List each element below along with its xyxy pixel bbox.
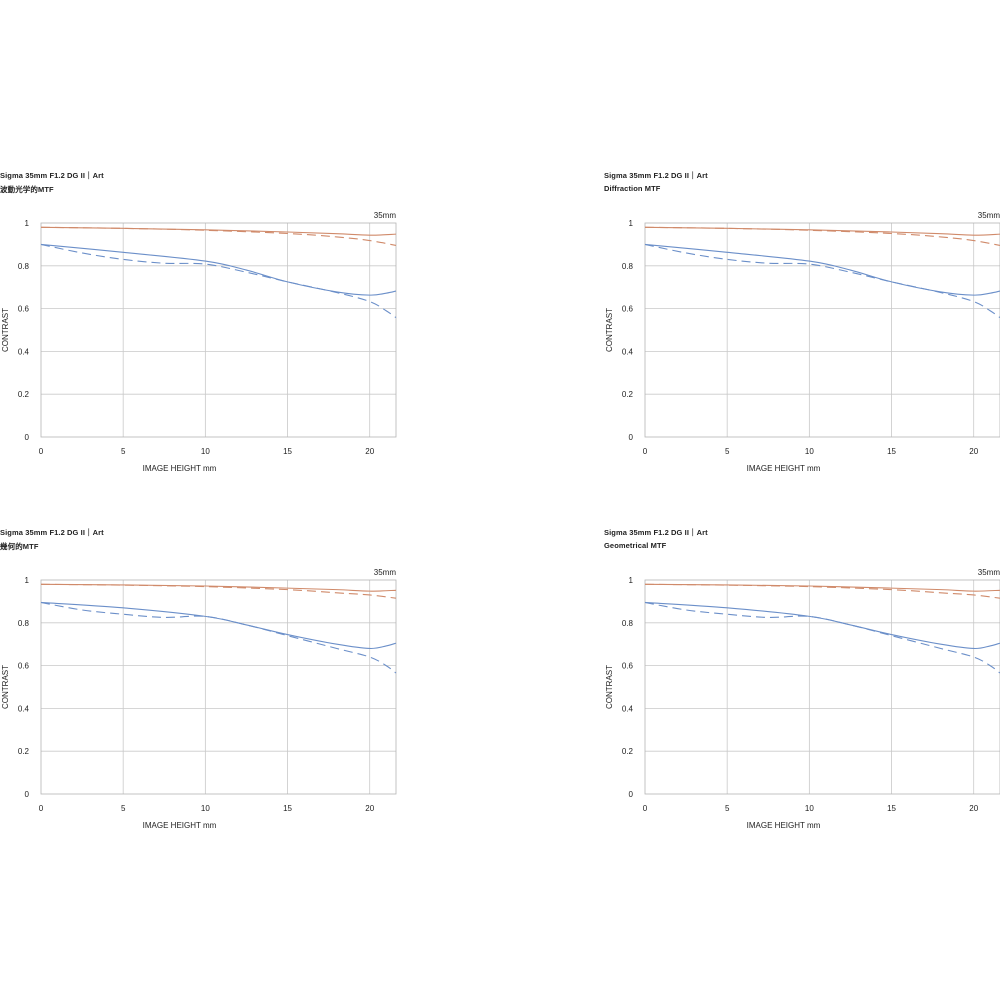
- series-line-3: [40, 243, 397, 319]
- y-tick-label: 0: [629, 433, 634, 442]
- y-tick-label: 0.4: [18, 704, 30, 713]
- chart-subtitle: 波動光学的MTF: [0, 185, 54, 194]
- y-tick-label: 0.8: [622, 262, 634, 271]
- y-tick-label: 0: [629, 790, 634, 799]
- focal-length-label: 35mm: [978, 211, 1000, 220]
- series-line-1: [40, 226, 397, 247]
- y-tick-label: 0.6: [18, 662, 30, 671]
- y-tick-label: 0: [25, 433, 30, 442]
- y-tick-label: 0.4: [18, 347, 30, 356]
- x-tick-label: 15: [283, 804, 292, 813]
- grid: [645, 223, 1000, 437]
- y-axis-label: CONTRAST: [605, 665, 614, 709]
- grid: [41, 223, 396, 437]
- y-tick-label: 0.8: [18, 262, 30, 271]
- x-axis-label: IMAGE HEIGHT mm: [747, 464, 821, 473]
- x-axis-label: IMAGE HEIGHT mm: [143, 464, 217, 473]
- x-tick-label: 0: [39, 447, 44, 456]
- x-tick-label: 5: [121, 447, 126, 456]
- y-tick-label: 0: [25, 790, 30, 799]
- plot-frame: [40, 579, 397, 795]
- x-tick-label: 20: [365, 447, 374, 456]
- series-line-3: [644, 243, 1000, 319]
- plot-frame: [644, 579, 1000, 795]
- x-tick-label: 15: [887, 804, 896, 813]
- chart-subtitle: Geometrical MTF: [604, 541, 667, 550]
- y-tick-label: 0.6: [18, 305, 30, 314]
- y-tick-label: 1: [25, 576, 30, 585]
- y-tick-label: 0.4: [622, 347, 634, 356]
- chart-title: Sigma 35mm F1.2 DG II｜Art: [604, 171, 708, 180]
- y-tick-label: 0.6: [622, 662, 634, 671]
- focal-length-label: 35mm: [978, 568, 1000, 577]
- y-axis-label: CONTRAST: [1, 665, 10, 709]
- series-line-1: [644, 583, 1000, 599]
- series-line-3: [40, 601, 397, 674]
- y-tick-label: 0.2: [622, 390, 634, 399]
- x-axis-label: IMAGE HEIGHT mm: [143, 821, 217, 830]
- mtf-chart-diffraction: Sigma 35mm F1.2 DG II｜Art Diffraction MT…: [604, 170, 1000, 500]
- x-tick-label: 5: [121, 804, 126, 813]
- series-line-1: [40, 583, 397, 599]
- series-line-2: [644, 243, 1000, 296]
- plot-frame: [644, 222, 1000, 438]
- series-line-2: [40, 601, 397, 650]
- x-axis-label: IMAGE HEIGHT mm: [747, 821, 821, 830]
- series-line-2: [40, 243, 397, 296]
- chart-subtitle: Diffraction MTF: [604, 184, 661, 193]
- x-tick-label: 10: [805, 804, 814, 813]
- y-axis-label: CONTRAST: [605, 308, 614, 352]
- x-tick-label: 10: [201, 447, 210, 456]
- y-tick-label: 0.2: [18, 390, 30, 399]
- y-tick-label: 0.4: [622, 704, 634, 713]
- series-line-2: [644, 601, 1000, 650]
- x-tick-label: 15: [283, 447, 292, 456]
- grid: [645, 580, 1000, 794]
- y-tick-label: 1: [25, 219, 30, 228]
- x-tick-label: 20: [969, 447, 978, 456]
- plot-frame: [40, 222, 397, 438]
- chart-title: Sigma 35mm F1.2 DG II｜Art: [0, 528, 104, 537]
- focal-length-label: 35mm: [374, 568, 397, 577]
- x-tick-label: 20: [365, 804, 374, 813]
- x-tick-label: 10: [805, 447, 814, 456]
- series-line-3: [644, 601, 1000, 674]
- y-tick-label: 0.6: [622, 305, 634, 314]
- y-axis-label: CONTRAST: [1, 308, 10, 352]
- series-line-0: [40, 583, 397, 592]
- y-tick-label: 1: [629, 219, 634, 228]
- x-tick-label: 5: [725, 804, 730, 813]
- chart-title: Sigma 35mm F1.2 DG II｜Art: [604, 528, 708, 537]
- x-tick-label: 15: [887, 447, 896, 456]
- grid: [41, 580, 396, 794]
- mtf-chart-wave-optics: Sigma 35mm F1.2 DG II｜Art 波動光学的MTF 0 0.2 0…: [0, 170, 400, 500]
- y-tick-label: 0.8: [622, 619, 634, 628]
- y-tick-label: 1: [629, 576, 634, 585]
- series-line-0: [644, 226, 1000, 236]
- mtf-chart-geometric-jp: Sigma 35mm F1.2 DG II｜Art 幾何的MTF 0 0.2 0.4…: [0, 527, 400, 857]
- x-tick-label: 0: [643, 447, 648, 456]
- y-tick-label: 0.8: [18, 619, 30, 628]
- y-tick-label: 0.2: [622, 747, 634, 756]
- x-tick-label: 20: [969, 804, 978, 813]
- chart-title: Sigma 35mm F1.2 DG II｜Art: [0, 171, 104, 180]
- focal-length-label: 35mm: [374, 211, 397, 220]
- mtf-chart-geometrical: Sigma 35mm F1.2 DG II｜Art Geometrical MT…: [604, 527, 1000, 857]
- series-line-0: [40, 226, 397, 236]
- chart-subtitle: 幾何的MTF: [0, 542, 39, 551]
- series-line-0: [644, 583, 1000, 592]
- x-tick-label: 10: [201, 804, 210, 813]
- x-tick-label: 0: [39, 804, 44, 813]
- x-tick-label: 0: [643, 804, 648, 813]
- y-tick-label: 0.2: [18, 747, 30, 756]
- x-tick-label: 5: [725, 447, 730, 456]
- series-line-1: [644, 226, 1000, 247]
